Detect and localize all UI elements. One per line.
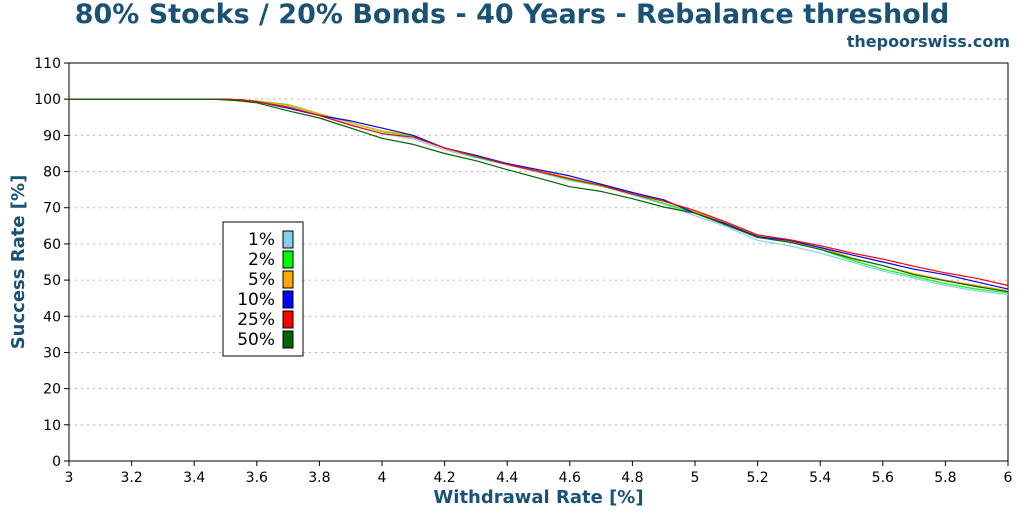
x-tick-label: 4.6 — [559, 470, 581, 486]
y-tick-label: 0 — [52, 454, 61, 470]
y-tick-label: 60 — [43, 237, 61, 253]
x-tick-label: 3.6 — [246, 470, 268, 486]
x-tick-label: 6 — [1004, 470, 1013, 486]
y-tick-label: 10 — [43, 418, 61, 434]
legend-label: 5% — [248, 270, 275, 290]
x-tick-label: 3.2 — [120, 470, 142, 486]
x-axis-label: Withdrawal Rate [%] — [433, 487, 643, 508]
x-tick-label: 4.4 — [496, 470, 518, 486]
legend-label: 1% — [248, 230, 275, 250]
y-axis-label: Success Rate [%] — [8, 175, 29, 350]
y-tick-label: 40 — [43, 309, 61, 325]
x-tick-label: 3 — [65, 470, 74, 486]
x-tick-label: 5.6 — [872, 470, 894, 486]
x-tick-label: 5.8 — [934, 470, 956, 486]
legend-swatch — [282, 310, 294, 329]
series-line-25pct — [69, 98, 1009, 287]
x-tick-label: 5.2 — [746, 470, 768, 486]
legend-label: 50% — [237, 330, 275, 350]
x-tick-label: 4.2 — [433, 470, 455, 486]
y-tick-label: 100 — [34, 92, 61, 108]
legend-label: 2% — [248, 250, 275, 270]
y-tick-label: 30 — [43, 345, 61, 361]
plot-frame — [68, 62, 1009, 462]
y-tick-label: 20 — [43, 382, 61, 398]
x-tick-label: 5 — [691, 470, 700, 486]
legend-swatch — [282, 230, 294, 249]
y-tick-label: 110 — [34, 56, 61, 72]
legend-swatch — [282, 330, 294, 349]
chart-subtitle: thepoorswiss.com — [846, 32, 1010, 51]
legend-swatch — [282, 290, 294, 309]
y-tick-label: 50 — [43, 273, 61, 289]
x-tick-label: 3.8 — [308, 470, 330, 486]
x-tick-label: 4 — [378, 470, 387, 486]
y-tick-label: 70 — [43, 201, 61, 217]
series-line-10pct — [69, 98, 1009, 290]
x-tick-label: 4.8 — [621, 470, 643, 486]
chart-title: 80% Stocks / 20% Bonds - 40 Years - Reba… — [74, 0, 950, 30]
x-tick-label: 5.4 — [809, 470, 831, 486]
y-tick-label: 80 — [43, 165, 61, 181]
y-tick-label: 90 — [43, 128, 61, 144]
series-line-50pct — [69, 98, 1009, 293]
legend-swatch — [282, 270, 294, 289]
series-line-2pct — [69, 98, 1009, 294]
legend-label: 25% — [237, 310, 275, 330]
x-tick-label: 3.4 — [183, 470, 205, 486]
legend-label: 10% — [237, 290, 275, 310]
legend-swatch — [282, 250, 294, 269]
